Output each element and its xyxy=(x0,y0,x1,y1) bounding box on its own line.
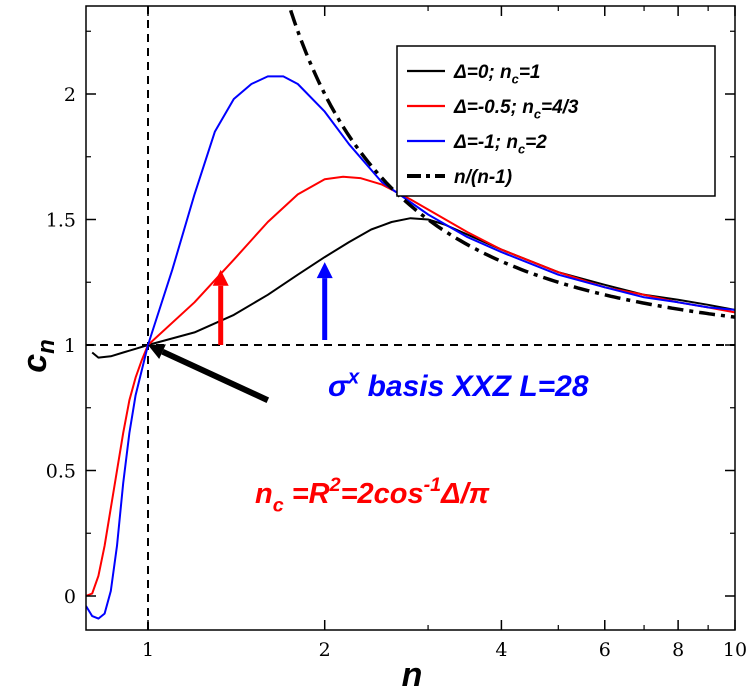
text-part: x xyxy=(347,366,361,388)
x-tick-label: 1 xyxy=(142,639,154,661)
text-part: n xyxy=(255,478,273,510)
y-tick-label: 2 xyxy=(64,84,76,106)
text-part: =2 xyxy=(525,132,547,153)
text-part: n/(n-1) xyxy=(454,167,512,188)
legend-label: Δ=-1; nc=2 xyxy=(453,132,547,157)
series-line-1 xyxy=(91,217,735,359)
ticks: 1 2 4 6 8 10 0 0.5 1 1.5 2 xyxy=(46,6,747,661)
legend-label: Δ=0; nc=1 xyxy=(453,62,540,87)
y-axis-title: cn xyxy=(16,339,60,373)
text-part: c xyxy=(512,72,519,87)
text-part: =1 xyxy=(519,62,541,83)
y-tick-label: 1 xyxy=(64,335,76,357)
legend-label: n/(n-1) xyxy=(454,167,512,188)
x-tick-label: 10 xyxy=(723,639,747,661)
black-arrow-head xyxy=(148,344,166,359)
series-line-4 xyxy=(289,9,735,319)
text-part: Δ=-0.5; n xyxy=(453,97,534,118)
text-part: -1 xyxy=(424,474,442,496)
text-part: =2cos xyxy=(341,478,424,510)
blue-arrow-head xyxy=(316,262,333,279)
arrow-layer xyxy=(148,262,333,403)
text-part: =R xyxy=(284,478,330,510)
text-part: Δ/π xyxy=(440,478,490,510)
series-layer xyxy=(86,9,735,620)
y-tick-label: 0.5 xyxy=(46,461,76,483)
x-tick-label: 2 xyxy=(319,639,331,661)
x-tick-label: 6 xyxy=(599,639,611,661)
text-part: σ xyxy=(328,370,349,403)
text-part: Δ=-1; n xyxy=(453,132,518,153)
text-part: Δ=0; n xyxy=(453,62,512,83)
red-arrow-head xyxy=(212,269,229,286)
formula-annotation: nc =R2=2cos-1Δ/π xyxy=(255,474,490,517)
reference-lines xyxy=(86,6,735,630)
y-tick-label: 0 xyxy=(64,586,76,608)
y-axis-title-sub: n xyxy=(33,339,60,354)
y-tick-label: 1.5 xyxy=(46,210,76,232)
series-line-2 xyxy=(86,175,735,597)
text-part: c xyxy=(518,142,525,157)
basis-annotation: σx basis XXZ L=28 xyxy=(328,366,589,403)
legend-box xyxy=(396,45,716,197)
text-part: c xyxy=(273,495,284,517)
text-part: 2 xyxy=(329,474,341,496)
y-axis-title-text: cn xyxy=(16,339,60,373)
series-line-3 xyxy=(86,75,735,620)
x-tick-label: 8 xyxy=(672,639,684,661)
legend-label: Δ=-0.5; nc=4/3 xyxy=(453,97,579,122)
x-axis-title: n xyxy=(402,656,423,690)
text-part: basis XXZ L=28 xyxy=(359,370,589,403)
plot-frame xyxy=(85,5,736,631)
x-tick-label: 4 xyxy=(495,639,507,661)
y-axis-title-main: c xyxy=(16,354,54,373)
legend: Δ=0; nc=1Δ=-0.5; nc=4/3Δ=-1; nc=2n/(n-1) xyxy=(396,45,716,197)
text-part: =4/3 xyxy=(541,97,579,118)
text-part: c xyxy=(534,107,541,122)
black-arrow-shaft xyxy=(161,348,270,403)
